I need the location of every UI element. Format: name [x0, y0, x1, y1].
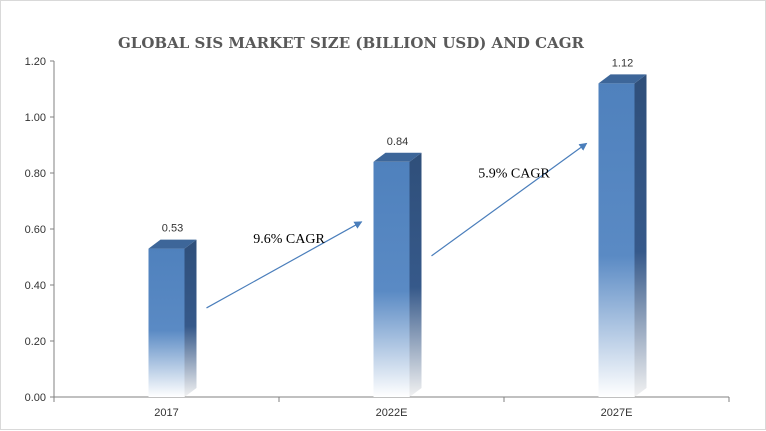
bar-value-label: 0.84: [387, 136, 408, 148]
bar: [598, 74, 647, 398]
bar-front-face: [598, 83, 635, 398]
bar-front-face: [373, 161, 410, 397]
cagr-label: 9.6% CAGR: [253, 232, 325, 247]
cagr-annotations: 9.6% CAGR 5.9% CAGR: [206, 142, 588, 309]
x-axis: 2017 2022E 2027E: [53, 396, 730, 419]
y-tick-label: 0.00: [25, 392, 46, 404]
bar-top-face: [373, 152, 422, 162]
chart-title: GLOBAL SIS MARKET SIZE (BILLION USD) AND…: [118, 34, 585, 52]
x-tick-label: 2017: [154, 407, 178, 419]
y-tick-label: 0.40: [25, 280, 46, 292]
y-tick-label: 0.20: [25, 336, 46, 348]
y-tick-label: 0.80: [25, 168, 46, 180]
bar-side-face: [409, 152, 422, 397]
y-tick-label: 1.00: [25, 112, 46, 124]
bar-value-label: 1.12: [612, 57, 633, 69]
bar-front-face: [148, 248, 185, 397]
bar: [373, 152, 422, 397]
x-tick-label: 2027E: [601, 407, 633, 419]
bar: [148, 239, 197, 397]
bar-side-face: [184, 239, 197, 397]
cagr-label: 5.9% CAGR: [478, 167, 550, 182]
y-tick-label: 0.60: [25, 224, 46, 236]
x-tick-label: 2022E: [376, 407, 408, 419]
bars: 0.53 0.84 1.12: [148, 57, 647, 398]
y-axis: 0.00 0.20 0.40 0.60 0.80 1.00 1.20: [25, 56, 55, 404]
bar-side-face: [634, 74, 647, 398]
cagr-arrow: [206, 221, 363, 309]
bar-top-face: [598, 74, 647, 84]
y-tick-label: 1.20: [25, 56, 46, 68]
bar-top-face: [148, 239, 197, 249]
bar-value-label: 0.53: [162, 223, 183, 235]
cagr-arrow: [431, 142, 588, 257]
